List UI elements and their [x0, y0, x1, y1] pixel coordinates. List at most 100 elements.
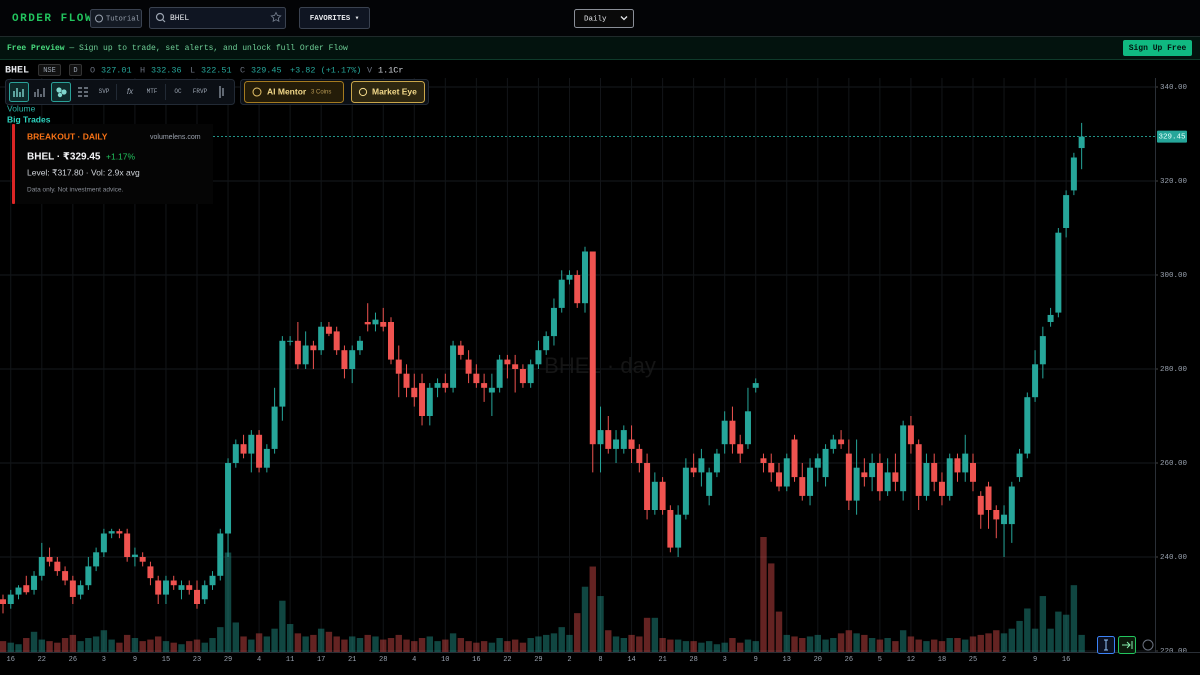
candle-body — [333, 331, 340, 351]
volume-bar — [830, 638, 837, 652]
candle-body — [1024, 397, 1031, 454]
volume-bar — [0, 641, 7, 652]
candle-body — [139, 557, 146, 562]
tool-depth[interactable] — [219, 86, 224, 98]
candle-body — [294, 340, 301, 365]
x-tick-label: 16 — [7, 656, 15, 664]
tool-bars[interactable] — [9, 82, 29, 102]
tool-icon — [61, 89, 67, 95]
volume-bar — [822, 639, 829, 652]
candle-body — [644, 463, 651, 510]
ohlc-key: O — [90, 65, 95, 75]
candle-body — [496, 359, 503, 388]
x-tick-label: 12 — [907, 656, 915, 664]
volume-bar — [861, 634, 868, 652]
candle-body — [1008, 486, 1015, 525]
volume-bar — [380, 639, 387, 652]
card-accent — [12, 124, 15, 204]
signup-button[interactable] — [1123, 40, 1192, 56]
volume-bar — [589, 566, 596, 652]
help-button[interactable] — [1142, 639, 1154, 651]
volume-bar — [434, 641, 441, 652]
tool-icon — [57, 92, 63, 98]
favorite-star[interactable] — [270, 11, 282, 23]
volume-bar — [193, 639, 201, 652]
candle-body — [838, 439, 845, 445]
tool-mtf[interactable]: MTF — [147, 88, 158, 95]
favorites-label: FAVORITES ▾ — [310, 15, 360, 23]
volume-bar — [1000, 633, 1008, 652]
candle-body — [225, 463, 232, 534]
volume-bar — [263, 636, 271, 652]
tool-table[interactable] — [78, 87, 88, 97]
x-tick-label: 18 — [938, 656, 946, 664]
volume-bar — [768, 563, 775, 652]
candle-body — [550, 307, 557, 337]
candle-body — [535, 350, 542, 365]
volume-bar — [92, 636, 100, 652]
x-tick-label: 28 — [689, 656, 697, 664]
ai-mentor-label: AI Mentor — [267, 86, 307, 96]
candle-body — [597, 430, 604, 445]
indicator-big-trades[interactable]: Big Trades — [7, 114, 51, 124]
indicator-volume[interactable]: Volume — [7, 103, 36, 113]
x-tick-label: 13 — [783, 656, 791, 664]
banner-lead: Free Preview — [7, 44, 65, 53]
card-site: volumelens.com — [150, 134, 201, 141]
ohlc-close: 329.45 — [251, 65, 282, 75]
volume-bar — [620, 638, 627, 652]
volume-bar — [372, 636, 379, 652]
candle-body — [147, 566, 154, 579]
candle-body — [248, 434, 255, 454]
volume-bar — [1047, 628, 1054, 652]
volume-bar — [550, 633, 558, 652]
volume-bar — [286, 624, 294, 652]
candle-body — [822, 448, 829, 478]
tool-clusters[interactable] — [51, 82, 71, 102]
x-tick-label: 4 — [257, 656, 261, 664]
candle-body — [457, 345, 464, 355]
tool-frvp[interactable]: FRVP — [193, 88, 208, 95]
candle-body — [54, 561, 61, 572]
ai-mentor-button[interactable] — [244, 81, 344, 103]
candle-body — [100, 533, 107, 553]
tutorial-button[interactable] — [90, 9, 142, 28]
volume-bar — [636, 636, 643, 652]
volume-bar — [325, 631, 333, 652]
card-change: +1.17% — [106, 151, 136, 161]
volume-bar — [23, 638, 30, 652]
tool-svp[interactable]: SVP — [99, 88, 110, 95]
x-tick-label: 23 — [193, 656, 201, 664]
volume-bar — [744, 639, 752, 652]
select-chevron — [620, 16, 628, 21]
candle-body — [768, 463, 775, 473]
candle-body — [15, 587, 22, 595]
market-eye-button[interactable] — [351, 81, 425, 103]
tool-fx[interactable]: fx — [127, 87, 134, 96]
tool-oc[interactable]: OC — [174, 88, 182, 95]
candle-body — [31, 575, 38, 590]
candle-body — [783, 458, 790, 487]
volume-bar — [690, 641, 697, 652]
search-icon — [155, 12, 165, 22]
volume-bar — [201, 642, 208, 652]
volume-bar — [356, 638, 364, 652]
volume-bar — [85, 638, 92, 652]
volume-bar — [1008, 628, 1015, 652]
interval-select[interactable] — [574, 9, 634, 28]
volume-bar — [923, 641, 930, 652]
card-title: BHEL · ₹329.45 — [27, 152, 101, 163]
candle-body — [481, 383, 488, 388]
card-note: Data only. Not investment advice. — [27, 187, 124, 194]
candle-body — [23, 585, 30, 593]
candle-body — [589, 251, 596, 445]
tool-candles[interactable] — [34, 88, 45, 97]
search-box[interactable] — [149, 7, 286, 29]
candle-body — [512, 364, 519, 369]
x-tick-label: 5 — [878, 656, 882, 664]
candle-body — [504, 359, 511, 365]
volume-bar — [985, 633, 992, 652]
x-tick-label: 2 — [1002, 656, 1006, 664]
favorites-button[interactable] — [299, 7, 370, 29]
volume-bar — [907, 636, 915, 652]
